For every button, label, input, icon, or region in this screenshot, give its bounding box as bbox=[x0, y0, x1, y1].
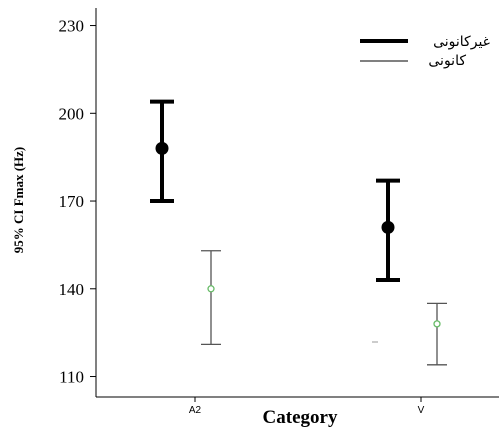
y-tick-label: 170 bbox=[59, 192, 85, 211]
x-tick-label: V bbox=[418, 405, 425, 416]
y-tick-label: 140 bbox=[59, 280, 85, 299]
error-bar-1 bbox=[150, 99, 174, 204]
legend-label-series-2: کانونی bbox=[428, 53, 466, 69]
y-tick-label: 200 bbox=[59, 104, 85, 123]
x-axis-title: Category bbox=[263, 407, 338, 428]
x-tick-label: A2 bbox=[189, 405, 202, 416]
y-axis-ticks: 110 140 170 200 230 bbox=[59, 17, 96, 387]
mean-marker bbox=[207, 285, 215, 293]
y-tick-label: 230 bbox=[59, 17, 85, 36]
y-tick-label: 110 bbox=[59, 368, 84, 387]
mean-marker bbox=[381, 220, 395, 234]
y-axis-title: 95% CI Fmax (Hz) bbox=[11, 147, 26, 254]
error-bar-2 bbox=[201, 250, 221, 346]
legend: غیرکانونی کانونی bbox=[360, 34, 490, 69]
legend-label-series-1: غیرکانونی bbox=[433, 34, 490, 50]
mean-marker bbox=[155, 141, 169, 155]
mean-marker bbox=[433, 320, 441, 328]
error-bars bbox=[150, 99, 447, 366]
error-bar-1 bbox=[376, 178, 400, 283]
error-bar-2 bbox=[427, 302, 447, 366]
x-axis-ticks: A2 V bbox=[189, 397, 425, 416]
